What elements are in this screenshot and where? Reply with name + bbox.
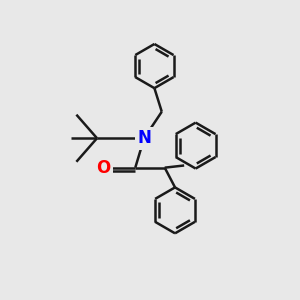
Text: O: O (96, 159, 110, 177)
Text: N: N (137, 129, 151, 147)
